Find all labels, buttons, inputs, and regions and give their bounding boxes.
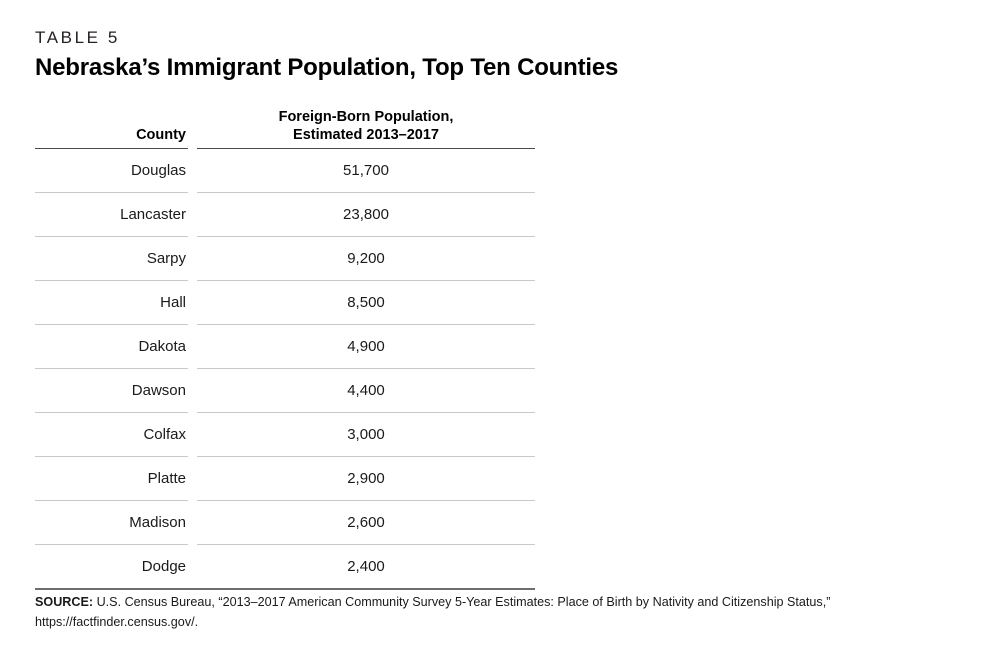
cell-value: 51,700 — [197, 148, 535, 193]
column-header-county: County — [35, 108, 188, 149]
table-row: Dodge 2,400 — [35, 544, 535, 590]
cell-county: Madison — [35, 500, 188, 545]
cell-value: 8,500 — [197, 280, 535, 325]
table-number-label: TABLE 5 — [35, 28, 120, 47]
cell-county: Dawson — [35, 368, 188, 413]
table-row: Madison 2,600 — [35, 500, 535, 545]
cell-gap — [188, 369, 197, 413]
cell-value: 2,400 — [197, 544, 535, 590]
table-body: Douglas 51,700 Lancaster 23,800 Sarpy 9,… — [35, 148, 535, 590]
table-row: Dakota 4,900 — [35, 324, 535, 369]
cell-gap — [188, 237, 197, 281]
cell-gap — [188, 413, 197, 457]
column-header-line-1: Foreign-Born Population, — [278, 109, 454, 125]
cell-county: Lancaster — [35, 192, 188, 237]
cell-gap — [188, 544, 197, 590]
source-url: https://factfinder.census.gov/. — [35, 615, 199, 629]
page-title: Nebraska’s Immigrant Population, Top Ten… — [35, 54, 619, 81]
cell-gap — [188, 325, 197, 369]
table-row: Hall 8,500 — [35, 280, 535, 325]
cell-gap — [188, 457, 197, 501]
table-row: Sarpy 9,200 — [35, 236, 535, 281]
table-row: Dawson 4,400 — [35, 368, 535, 413]
cell-value: 23,800 — [197, 192, 535, 237]
column-gap-spacer — [188, 108, 197, 149]
cell-county: Colfax — [35, 412, 188, 457]
cell-value: 2,900 — [197, 456, 535, 501]
cell-county: Dakota — [35, 324, 188, 369]
table-row: Douglas 51,700 — [35, 148, 535, 193]
table-header-row: County Foreign-Born Population, Estimate… — [35, 108, 535, 149]
table-header: County Foreign-Born Population, Estimate… — [35, 108, 535, 149]
source-note: SOURCE: U.S. Census Bureau, “2013–2017 A… — [35, 592, 955, 632]
cell-county: Dodge — [35, 544, 188, 590]
heading-block: TABLE 5 Nebraska’s Immigrant Population,… — [35, 28, 935, 82]
table-row: Platte 2,900 — [35, 456, 535, 501]
cell-value: 4,900 — [197, 324, 535, 369]
source-label: SOURCE: — [35, 595, 94, 609]
cell-gap — [188, 501, 197, 545]
cell-value: 3,000 — [197, 412, 535, 457]
cell-county: Douglas — [35, 148, 188, 193]
cell-gap — [188, 281, 197, 325]
cell-gap — [188, 193, 197, 237]
cell-value: 2,600 — [197, 500, 535, 545]
data-table: County Foreign-Born Population, Estimate… — [35, 108, 535, 590]
column-header-foreign-born-population: Foreign-Born Population, Estimated 2013–… — [197, 108, 535, 149]
data-table-container: County Foreign-Born Population, Estimate… — [35, 108, 535, 590]
column-header-line-2: Estimated 2013–2017 — [293, 127, 439, 143]
cell-value: 4,400 — [197, 368, 535, 413]
cell-county: Platte — [35, 456, 188, 501]
table-row: Colfax 3,000 — [35, 412, 535, 457]
cell-value: 9,200 — [197, 236, 535, 281]
cell-county: Sarpy — [35, 236, 188, 281]
cell-gap — [188, 149, 197, 193]
source-text: U.S. Census Bureau, “2013–2017 American … — [93, 595, 831, 609]
table-row: Lancaster 23,800 — [35, 192, 535, 237]
cell-county: Hall — [35, 280, 188, 325]
